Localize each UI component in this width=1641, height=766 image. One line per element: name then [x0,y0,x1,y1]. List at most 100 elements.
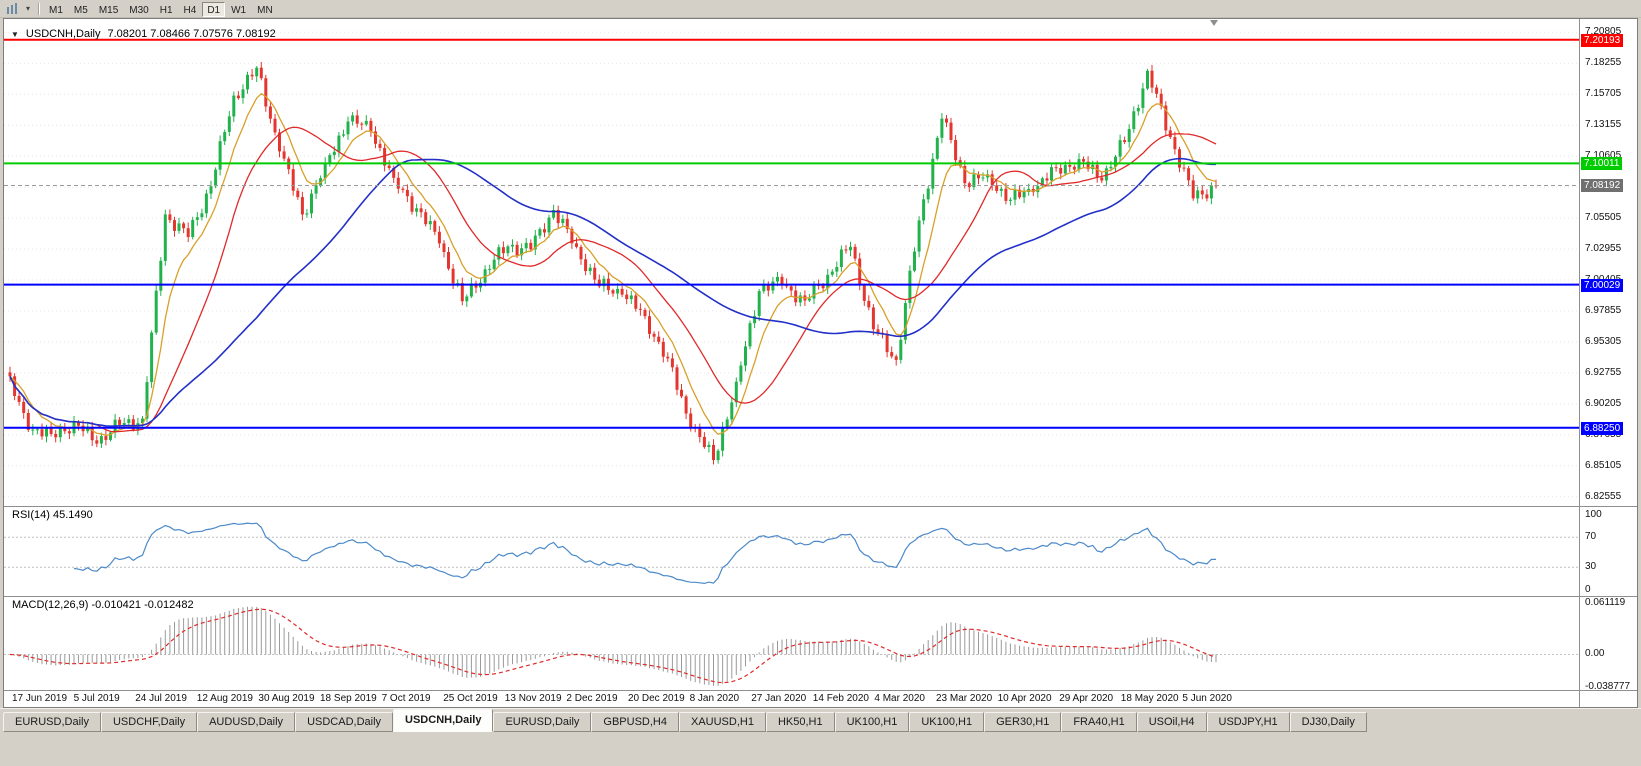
macd-scale-label: 0.00 [1585,648,1605,660]
panel-splitter[interactable] [4,690,1637,691]
time-axis-label: 7 Oct 2019 [381,693,431,704]
chart-tab-gbpusd-h4[interactable]: GBPUSD,H4 [591,712,679,732]
chart-tab-dj30-daily[interactable]: DJ30,Daily [1289,712,1367,732]
time-axis-label: 13 Nov 2019 [504,693,562,704]
rsi-canvas[interactable] [4,507,1579,596]
time-axis-label: 5 Jun 2020 [1182,693,1232,704]
timeframe-button-m5[interactable]: M5 [73,4,88,16]
price-tick-label: 7.10605 [1585,150,1622,162]
price-tick-label: 6.82555 [1585,490,1622,502]
rsi-scale-label: 70 [1585,531,1597,543]
price-axis[interactable]: 7.208057.182557.157057.131557.106057.080… [1580,19,1637,707]
price-tick-label: 7.02955 [1585,243,1622,255]
chart-ohlc-values: 7.08201 7.08466 7.07576 7.08192 [107,28,276,40]
chart-tab-uk100-h1[interactable]: UK100,H1 [834,712,910,732]
timeframe-button-w1[interactable]: W1 [231,4,247,16]
timeframe-button-d1[interactable]: D1 [202,1,226,17]
price-tick-label: 7.20805 [1585,26,1622,38]
panel-splitter[interactable] [4,506,1637,507]
bid-price-tag: 7.08192 [1581,179,1624,193]
timeframe-button-m15[interactable]: M15 [98,4,119,16]
time-axis-label: 18 Sep 2019 [320,693,377,704]
chart-tab-usdcnh-daily[interactable]: USDCNH,Daily [393,709,494,732]
time-axis-label: 14 Feb 2020 [812,693,869,704]
price-chart-panel[interactable]: ▼ USDCNH,Daily 7.08201 7.08466 7.07576 7… [4,19,1579,506]
timeframe-button-h4[interactable]: H4 [183,4,197,16]
macd-panel[interactable]: MACD(12,26,9) -0.010421 -0.012482 [4,597,1579,690]
moving-average-line [9,126,1217,433]
rsi-indicator-label: RSI(14) 45.1490 [12,509,93,521]
collapse-triangle-icon[interactable]: ▼ [11,29,19,39]
chart-tab-uk100-h1[interactable]: UK100,H1 [909,712,985,732]
hline-price-tag[interactable]: 7.20193 [1581,33,1624,47]
rsi-panel[interactable]: RSI(14) 45.1490 [4,507,1579,596]
time-axis-label: 29 Apr 2020 [1059,693,1114,704]
time-axis[interactable]: 17 Jun 2019 5 Jul 2019 24 Jul 2019 12 Aug 2… [4,691,1579,707]
price-tick-label: 6.85105 [1585,459,1622,471]
chart-tab-hk50-h1[interactable]: HK50,H1 [765,712,835,732]
chart-tab-usdchf-daily[interactable]: USDCHF,Daily [100,712,198,732]
chart-title: ▼ USDCNH,Daily 7.08201 7.08466 7.07576 7… [11,28,276,40]
chart-tab-usoil-h4[interactable]: USOil,H4 [1136,712,1207,732]
macd-signal-line [9,608,1217,684]
timeframe-buttons: M1 M5 M15 M30 H1 H4 D1 W1 MN [44,0,279,18]
chart-tab-xauusd-h1[interactable]: XAUUSD,H1 [678,712,766,732]
timeframe-button-mn[interactable]: MN [257,4,273,16]
axis-separator [1579,19,1580,707]
price-tick-label: 6.90205 [1585,397,1622,409]
price-tick-label: 7.05505 [1585,212,1622,224]
price-tick-label: 6.95305 [1585,335,1622,347]
time-axis-label: 23 Mar 2020 [936,693,993,704]
time-axis-label: 20 Dec 2019 [628,693,685,704]
timeframe-button-h1[interactable]: H1 [159,4,173,16]
chart-tab-eurusd-daily[interactable]: EURUSD,Daily [3,712,101,732]
time-axis-label: 10 Apr 2020 [997,693,1052,704]
rsi-scale-label: 30 [1585,561,1597,573]
chart-tab-bar: EURUSD,Daily USDCHF,Daily AUDUSD,Daily USDC… [0,708,1641,732]
macd-indicator-label: MACD(12,26,9) -0.010421 -0.012482 [12,599,194,611]
chart-tab-fra40-h1[interactable]: FRA40,H1 [1061,712,1137,732]
time-axis-label: 17 Jun 2019 [12,693,68,704]
panel-splitter[interactable] [4,596,1637,597]
toolbar-separator [38,2,39,15]
time-axis-label: 25 Oct 2019 [443,693,498,704]
price-tick-label: 7.13155 [1585,119,1622,131]
macd-canvas[interactable] [4,597,1579,690]
time-axis-label: 30 Aug 2019 [258,693,315,704]
hline-price-tag[interactable]: 6.88250 [1581,421,1624,435]
chart-periods-icon[interactable] [3,2,23,16]
time-axis-label: 5 Jul 2019 [73,693,120,704]
moving-average-line [9,92,1217,436]
timeframe-button-m30[interactable]: M30 [129,4,149,16]
chart-tab-usdcad-daily[interactable]: USDCAD,Daily [295,712,394,732]
time-axis-label: 12 Aug 2019 [196,693,253,704]
price-tick-label: 6.97855 [1585,305,1622,317]
price-chart-canvas[interactable] [4,19,1579,506]
chart-tab-eurusd-daily[interactable]: EURUSD,Daily [493,712,592,732]
dropdown-caret-icon[interactable]: ▾ [25,4,30,13]
time-axis-label: 4 Mar 2020 [874,693,925,704]
price-tick-label: 6.92755 [1585,366,1622,378]
macd-scale-label: -0.038777 [1585,681,1631,693]
price-tick-label: 7.18255 [1585,57,1622,69]
rsi-line [73,522,1217,585]
macd-scale-label: 0.061119 [1585,596,1626,608]
moving-average-line [9,157,1216,428]
time-axis-label: 27 Jan 2020 [751,693,807,704]
chart-symbol-period: USDCNH,Daily [25,28,101,40]
chart-shift-marker-icon[interactable] [1210,20,1218,26]
rsi-scale-label: 0 [1585,583,1591,595]
time-axis-label: 18 May 2020 [1120,693,1179,704]
timeframe-button-m1[interactable]: M1 [49,4,63,16]
time-axis-label: 8 Jan 2020 [689,693,740,704]
chart-window: ▼ USDCNH,Daily 7.08201 7.08466 7.07576 7… [3,18,1638,708]
timeframe-toolbar: ▾ M1 M5 M15 M30 H1 H4 D1 W1 MN [0,0,1641,18]
hline-price-tag[interactable]: 7.10011 [1581,157,1623,171]
time-axis-label: 24 Jul 2019 [135,693,187,704]
chart-tab-ger30-h1[interactable]: GER30,H1 [984,712,1062,732]
chart-tab-usdjpy-h1[interactable]: USDJPY,H1 [1206,712,1290,732]
hline-price-tag[interactable]: 7.00029 [1581,278,1624,292]
chart-tab-audusd-daily[interactable]: AUDUSD,Daily [197,712,296,732]
time-axis-label: 2 Dec 2019 [566,693,618,704]
